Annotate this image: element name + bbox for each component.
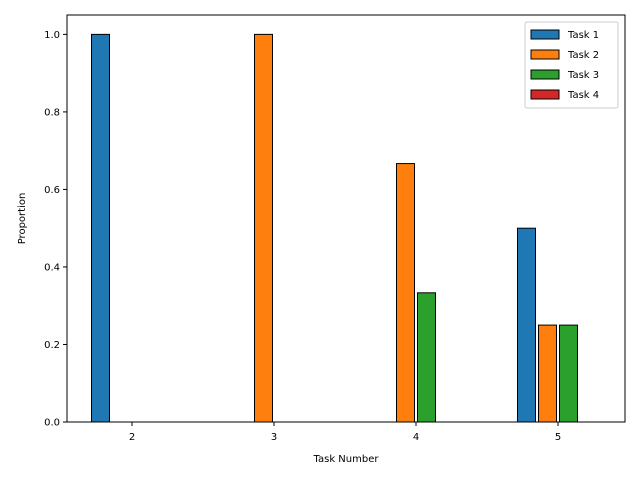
legend-label-task-3: Task 3	[567, 70, 599, 81]
legend: Task 1 Task 2 Task 3 Task 4	[524, 21, 619, 109]
y-axis: 0.0 0.2 0.4 0.6 0.8 1.0	[44, 30, 67, 429]
bar-task-1-cat-2	[91, 33, 110, 423]
y-tick-label: 0.6	[44, 185, 60, 196]
legend-swatch-task-4	[530, 89, 560, 100]
x-tick-label: 2	[129, 432, 135, 443]
legend-swatch-task-2	[530, 49, 560, 60]
x-tick-label: 4	[413, 432, 419, 443]
bar-task-3-cat-5	[559, 324, 578, 423]
legend-label-task-4: Task 4	[567, 90, 599, 101]
bar-task-1-cat-5	[517, 227, 536, 423]
x-axis: 2 3 4 5	[129, 422, 561, 443]
y-tick-label: 0.4	[44, 262, 60, 273]
legend-label-task-1: Task 1	[567, 30, 599, 41]
x-axis-label: Task Number	[313, 454, 380, 465]
y-tick-label: 1.0	[44, 30, 60, 41]
legend-swatch-task-1	[530, 29, 560, 40]
x-tick-label: 5	[555, 432, 561, 443]
y-axis-label: Proportion	[17, 193, 28, 245]
bars-layer	[91, 33, 578, 423]
legend-box	[524, 21, 619, 109]
bar-task-2-cat-4	[396, 163, 415, 423]
legend-label-task-2: Task 2	[567, 50, 599, 61]
y-tick-label: 0.8	[44, 107, 60, 118]
legend-swatch-task-3	[530, 69, 560, 80]
bar-task-3-cat-4	[417, 292, 436, 423]
bar-task-2-cat-3	[254, 33, 273, 423]
bar-task-2-cat-5	[538, 324, 557, 423]
plot-frame	[66, 14, 626, 423]
y-tick-label: 0.2	[44, 340, 60, 351]
x-tick-label: 3	[271, 432, 277, 443]
y-tick-label: 0.0	[44, 418, 60, 429]
